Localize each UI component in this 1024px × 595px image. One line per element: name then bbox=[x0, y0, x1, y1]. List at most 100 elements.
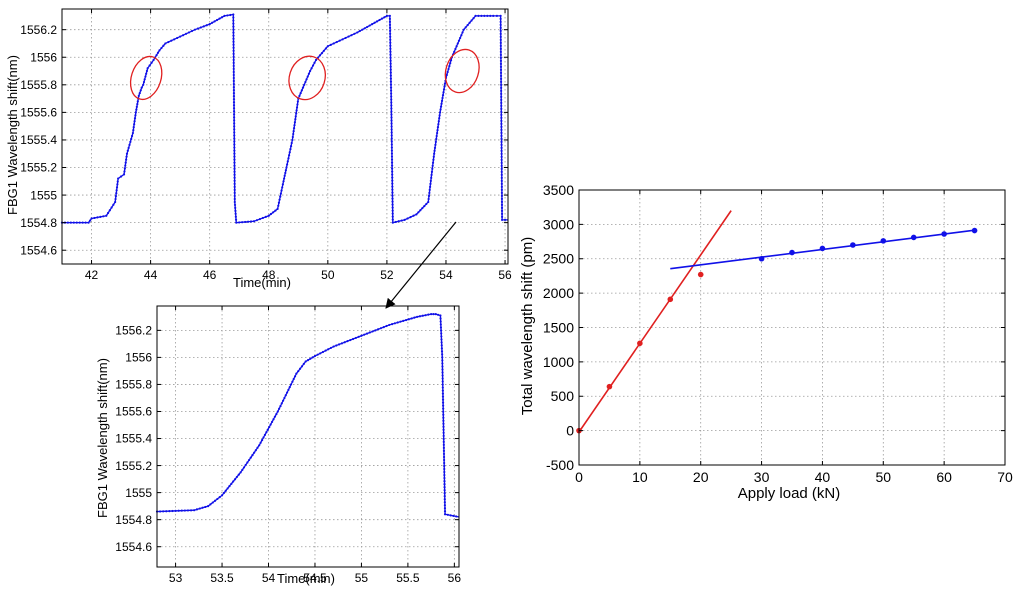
series-marker bbox=[388, 14, 391, 17]
series-marker bbox=[130, 134, 134, 138]
series-marker bbox=[480, 14, 483, 17]
series-marker bbox=[125, 155, 128, 158]
series-marker bbox=[412, 214, 415, 217]
y-tick-label: 1554.8 bbox=[115, 513, 152, 527]
series-marker bbox=[452, 514, 455, 517]
series-marker bbox=[390, 92, 393, 95]
series-marker bbox=[443, 486, 446, 489]
series-marker bbox=[326, 45, 329, 48]
series-marker bbox=[391, 221, 394, 224]
series-marker bbox=[233, 116, 236, 119]
x-axis: 0 10 20 30 40 50 60 70 bbox=[575, 190, 1013, 485]
series-marker bbox=[472, 17, 475, 20]
series-marker bbox=[252, 220, 256, 223]
series-marker bbox=[233, 167, 236, 170]
series-marker bbox=[442, 443, 445, 446]
series-marker bbox=[390, 107, 393, 110]
series-marker bbox=[500, 113, 503, 116]
series-marker bbox=[232, 85, 235, 89]
series-marker bbox=[300, 89, 303, 92]
series-marker bbox=[133, 117, 137, 120]
series-marker bbox=[500, 161, 503, 164]
series-marker bbox=[319, 352, 322, 355]
series-marker bbox=[397, 220, 400, 223]
series-marker bbox=[346, 340, 349, 343]
series-marker bbox=[232, 58, 235, 61]
series-marker bbox=[233, 478, 237, 481]
series-marker bbox=[209, 503, 212, 506]
x-tick-label: 54 bbox=[439, 268, 453, 282]
series-marker bbox=[218, 496, 221, 499]
series-marker bbox=[340, 342, 344, 345]
series-marker bbox=[391, 170, 394, 173]
y-tick-label: 1555.8 bbox=[115, 378, 152, 392]
series-marker bbox=[389, 29, 392, 32]
series-marker bbox=[390, 164, 394, 167]
series-marker bbox=[132, 129, 135, 132]
series-marker bbox=[88, 219, 92, 222]
series-marker bbox=[300, 365, 304, 368]
series-marker bbox=[500, 164, 503, 167]
series-marker bbox=[489, 14, 492, 17]
series-marker bbox=[298, 94, 301, 97]
series-marker bbox=[72, 221, 75, 224]
series-marker bbox=[500, 125, 503, 128]
series-marker bbox=[442, 91, 445, 94]
series-marker bbox=[390, 149, 393, 152]
series-marker bbox=[196, 27, 199, 30]
data-point bbox=[941, 231, 947, 237]
series-marker bbox=[293, 121, 297, 124]
series-marker bbox=[280, 402, 283, 405]
series-marker bbox=[232, 19, 235, 22]
series-marker bbox=[388, 26, 392, 29]
series-marker bbox=[443, 498, 446, 501]
series-marker bbox=[500, 83, 503, 86]
series-marker bbox=[122, 173, 126, 176]
series-marker bbox=[391, 191, 394, 194]
series-marker bbox=[500, 191, 503, 194]
series-marker bbox=[310, 67, 313, 70]
series-marker bbox=[184, 32, 188, 35]
series-marker bbox=[389, 59, 392, 62]
series-marker bbox=[435, 137, 438, 141]
y-axis: 1554.6 1554.8 1555 1555.2 1555.4 1555.6 1555.8… bbox=[20, 23, 508, 257]
series-marker bbox=[131, 131, 134, 135]
series-marker bbox=[349, 338, 352, 342]
y-tick-label: 0 bbox=[566, 423, 574, 439]
series-marker bbox=[443, 479, 446, 483]
series-marker bbox=[470, 19, 473, 22]
y-tick-label: 1000 bbox=[543, 354, 574, 370]
series-marker bbox=[360, 334, 363, 337]
series-marker bbox=[390, 137, 393, 140]
series-marker bbox=[344, 36, 347, 40]
series-marker bbox=[176, 36, 179, 40]
series-marker bbox=[160, 46, 163, 50]
series-marker bbox=[389, 65, 392, 68]
series-marker bbox=[150, 61, 153, 64]
series-marker bbox=[292, 127, 296, 130]
series-marker bbox=[162, 44, 165, 47]
series-marker bbox=[105, 214, 108, 217]
series-marker bbox=[287, 388, 290, 391]
series-marker bbox=[170, 39, 173, 42]
series-marker bbox=[327, 348, 330, 351]
series-marker bbox=[288, 151, 291, 154]
series-marker bbox=[500, 128, 503, 131]
y-axis-label: Total wavelength shift (pm) bbox=[519, 237, 536, 415]
series-marker bbox=[500, 170, 503, 173]
series-marker bbox=[500, 134, 503, 137]
series-marker bbox=[390, 140, 393, 143]
series-marker bbox=[268, 425, 271, 429]
series-marker bbox=[389, 38, 392, 41]
series-marker bbox=[442, 440, 445, 443]
series-marker bbox=[232, 43, 235, 46]
series-marker bbox=[440, 332, 443, 335]
series-marker bbox=[390, 158, 394, 161]
series-marker bbox=[377, 328, 380, 331]
series-marker bbox=[443, 464, 446, 468]
series-marker bbox=[152, 58, 155, 62]
series-marker bbox=[302, 362, 305, 365]
y-axis: -500 0 500 1000 1500 2000 2500 3000 3500 bbox=[543, 182, 1005, 473]
y-tick-label: 1554.6 bbox=[115, 540, 152, 554]
